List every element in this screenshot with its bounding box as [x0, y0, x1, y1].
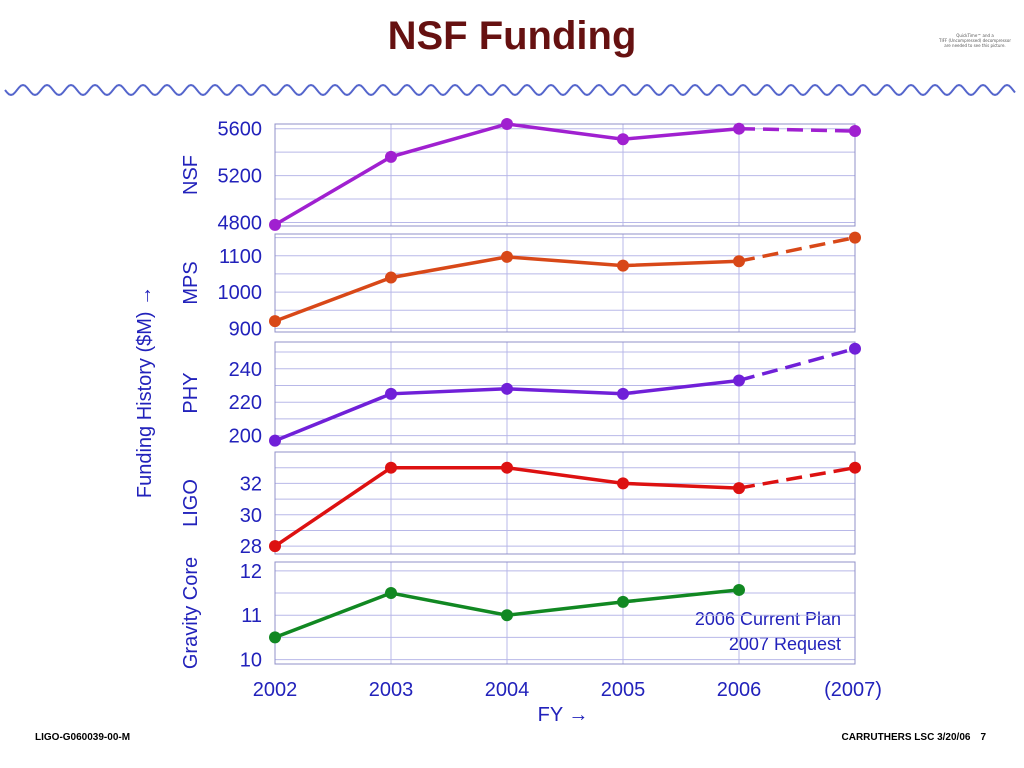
- data-point: [501, 461, 513, 474]
- footer-document-id: LIGO-G060039-00-M: [35, 732, 131, 743]
- data-point: [617, 387, 629, 400]
- data-point: [617, 595, 629, 608]
- wavy-divider: [4, 83, 1016, 97]
- y-tick-label: 12: [240, 561, 262, 583]
- request-dashed-line: [738, 347, 856, 383]
- data-point: [385, 587, 397, 600]
- data-point: [733, 255, 745, 268]
- request-data-point: [849, 231, 861, 244]
- footer-author-date: CARRUTHERS LSC 3/20/06 7: [842, 732, 986, 743]
- data-point: [501, 609, 513, 622]
- panel-frame: [274, 233, 856, 333]
- y-tick-label: 240: [229, 359, 262, 381]
- legend-solid-label: 2006 Current Plan: [695, 609, 841, 629]
- data-point: [733, 583, 745, 596]
- data-point: [501, 118, 513, 130]
- data-point: [269, 434, 281, 447]
- y-tick-label: 220: [229, 392, 262, 414]
- y-tick-label: 30: [240, 505, 262, 527]
- x-tick-label: (2007): [824, 679, 882, 701]
- request-data-point: [849, 461, 861, 474]
- x-tick-labels: 2002 2003 2004 2005 2006 (2007): [253, 679, 882, 701]
- footer-author: CARRUTHERS LSC 3/20/06: [841, 732, 971, 743]
- data-point: [617, 477, 629, 490]
- data-point: [501, 382, 513, 395]
- x-tick-label: 2002: [253, 679, 298, 701]
- data-point: [385, 387, 397, 400]
- chart-panels: 4800 5200 5600 NSF 900 1000 1100 MPS 200 220 240 PH…: [180, 118, 861, 672]
- data-point: [269, 315, 281, 328]
- data-point: [617, 133, 629, 146]
- request-dashed-line: [738, 235, 856, 263]
- panel-ligo: 28 30 32 LIGO: [180, 451, 861, 558]
- panel-label: Gravity Core: [180, 557, 202, 669]
- data-point: [385, 150, 397, 163]
- legend-dashed-label: 2007 Request: [729, 634, 841, 654]
- y-tick-label: 1100: [219, 246, 262, 268]
- data-point: [617, 259, 629, 272]
- request-data-point: [849, 125, 861, 138]
- y-tick-label: 200: [229, 426, 262, 448]
- data-point: [385, 271, 397, 284]
- request-data-point: [849, 342, 861, 355]
- quicktime-line: TIFF (Uncompressed) decompressor: [939, 38, 1011, 43]
- x-axis-label: FY →: [538, 704, 589, 726]
- panel-frame: [274, 561, 856, 665]
- data-point: [269, 218, 281, 231]
- data-point: [733, 374, 745, 387]
- data-point: [385, 461, 397, 474]
- y-tick-label: 5600: [218, 119, 263, 141]
- panel-gravity-core: 10 11 12 Gravity Core: [180, 557, 856, 672]
- quicktime-notice: QuickTime™ and a TIFF (Uncompressed) dec…: [930, 33, 1020, 48]
- slide-title: NSF Funding: [387, 14, 637, 58]
- panel-label: LIGO: [180, 479, 202, 527]
- y-tick-label: 1000: [218, 282, 263, 304]
- y-tick-label: 900: [229, 318, 262, 340]
- x-tick-label: 2005: [601, 679, 646, 701]
- x-tick-label: 2003: [369, 679, 414, 701]
- request-dashed-line: [738, 465, 856, 490]
- page-number: 7: [980, 732, 986, 743]
- x-tick-label: 2006: [717, 679, 762, 701]
- y-axis-label: Funding History ($M) →: [134, 286, 156, 498]
- panel-label: NSF: [180, 155, 202, 195]
- data-point: [269, 631, 281, 644]
- data-point: [269, 540, 281, 553]
- panel-frame: [274, 451, 856, 555]
- data-point: [733, 482, 745, 495]
- panel-label: MPS: [180, 261, 202, 304]
- data-point: [501, 250, 513, 263]
- y-tick-label: 11: [241, 605, 262, 627]
- y-tick-label: 28: [240, 536, 262, 558]
- quicktime-line: QuickTime™ and a: [956, 33, 994, 38]
- quicktime-line: are needed to see this picture.: [944, 43, 1006, 48]
- panel-mps: 900 1000 1100 MPS: [180, 231, 861, 340]
- y-tick-label: 32: [240, 473, 262, 495]
- panel-phy: 200 220 240 PHY: [180, 341, 861, 448]
- data-point: [733, 122, 745, 135]
- panel-frame: [274, 123, 856, 227]
- request-dashed-line: [738, 126, 856, 133]
- panel-frame: [274, 341, 856, 445]
- panel-nsf: 4800 5200 5600 NSF: [180, 118, 861, 234]
- x-tick-label: 2004: [485, 679, 530, 701]
- y-tick-label: 5200: [218, 166, 263, 188]
- panel-label: PHY: [180, 372, 202, 413]
- y-tick-label: 4800: [218, 212, 263, 234]
- y-tick-label: 10: [240, 650, 262, 672]
- wave-line: [4, 83, 1016, 97]
